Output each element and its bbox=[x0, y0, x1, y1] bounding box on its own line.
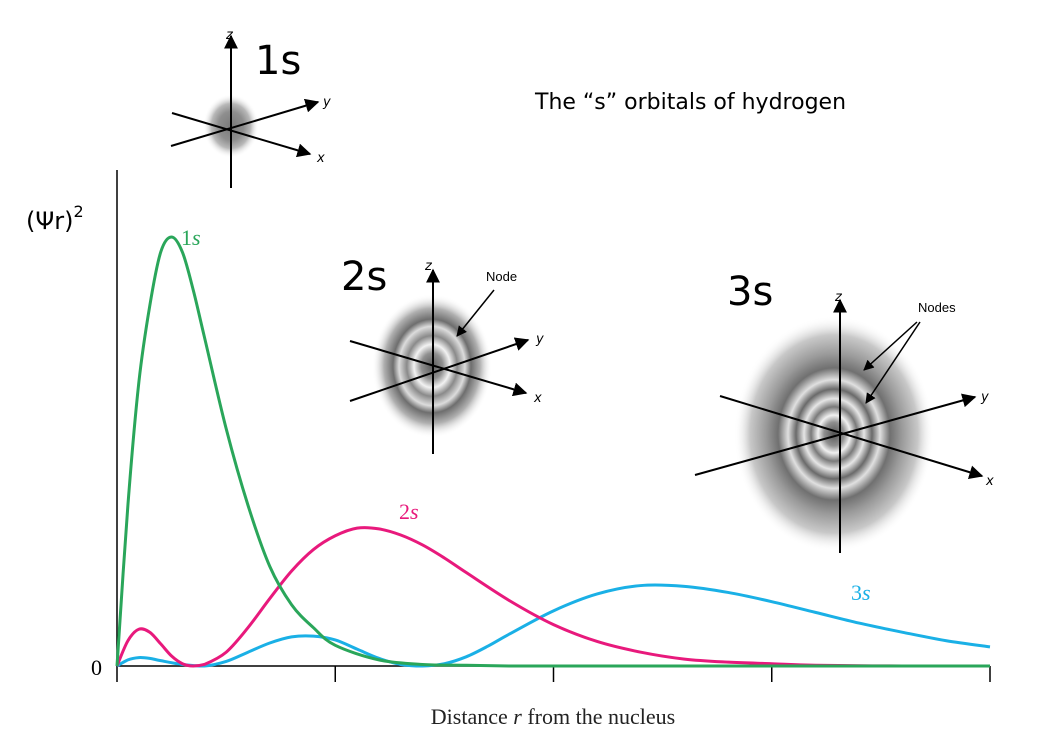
orbital-inset-3s-label: 3s bbox=[727, 269, 773, 315]
x-axis-label: Distance r from the nucleus bbox=[431, 704, 675, 729]
y-axis-label-exponent: 2 bbox=[73, 202, 83, 221]
x-axis-label-variable: r bbox=[513, 704, 522, 729]
series-label-3s: 3s bbox=[851, 580, 871, 605]
series-label-1s: 1s bbox=[181, 225, 201, 250]
orbital-3s-y-label: y bbox=[980, 390, 989, 405]
orbital-3s-x-axis bbox=[719, 395, 984, 480]
orbital-2s-node-pointer bbox=[456, 289, 495, 337]
orbital-inset-1s: 1s z y x bbox=[170, 28, 331, 188]
orbital-1s-y-axis bbox=[170, 98, 320, 147]
orbital-1s-x-label: x bbox=[316, 151, 325, 166]
series-label-1s-number: 1 bbox=[181, 225, 192, 250]
y-axis-label-base: (Ψr) bbox=[26, 207, 73, 235]
y-axis-label: (Ψr)2 bbox=[26, 202, 84, 235]
series-label-2s-number: 2 bbox=[399, 499, 410, 524]
x-axis-label-part-2: from the nucleus bbox=[522, 704, 675, 729]
x-axis-label-part-1: Distance bbox=[431, 704, 513, 729]
orbital-3s-shape bbox=[734, 316, 934, 552]
series-label-2s: 2s bbox=[399, 499, 419, 524]
chart-title: The “s” orbitals of hydrogen bbox=[534, 90, 846, 115]
series-label-3s-letter: s bbox=[862, 580, 871, 605]
y-tick-label-0: 0 bbox=[91, 655, 102, 680]
series-line-1s bbox=[115, 235, 990, 668]
orbital-3s-node-pointer-1 bbox=[863, 321, 918, 371]
svg-text:(Ψr)2: (Ψr)2 bbox=[26, 202, 84, 235]
orbital-3s-x-label: x bbox=[985, 474, 994, 489]
orbital-1s-z-label: z bbox=[225, 28, 234, 43]
orbital-inset-1s-label: 1s bbox=[255, 38, 301, 84]
orbital-3s-nodes-label: Nodes bbox=[918, 300, 956, 315]
orbital-3s-node-pointer-2 bbox=[865, 321, 921, 404]
orbital-2s-z-label: z bbox=[424, 259, 433, 274]
orbital-1s-y-label: y bbox=[322, 95, 331, 110]
orbital-1s-x-axis bbox=[171, 112, 312, 158]
orbital-2s-y-axis bbox=[349, 337, 530, 402]
x-axis-ticks bbox=[334, 666, 991, 682]
orbital-inset-3s: 3s Nodes z y x bbox=[694, 269, 994, 553]
orbital-inset-2s: 2s Node z y x bbox=[341, 254, 544, 454]
orbital-inset-2s-label: 2s bbox=[341, 254, 387, 300]
orbital-2s-node-label: Node bbox=[486, 269, 517, 284]
orbital-3s-y-axis bbox=[694, 393, 977, 476]
orbital-3s-z-label: z bbox=[834, 290, 843, 305]
series-label-1s-letter: s bbox=[192, 225, 201, 250]
series-curves bbox=[115, 235, 991, 668]
orbital-2s-x-label: x bbox=[533, 391, 542, 406]
orbital-2s-y-label: y bbox=[535, 332, 544, 347]
orbital-2s-x-axis bbox=[349, 340, 528, 397]
series-line-2s bbox=[115, 526, 990, 668]
series-label-3s-number: 3 bbox=[851, 580, 862, 605]
series-label-2s-letter: s bbox=[410, 499, 419, 524]
